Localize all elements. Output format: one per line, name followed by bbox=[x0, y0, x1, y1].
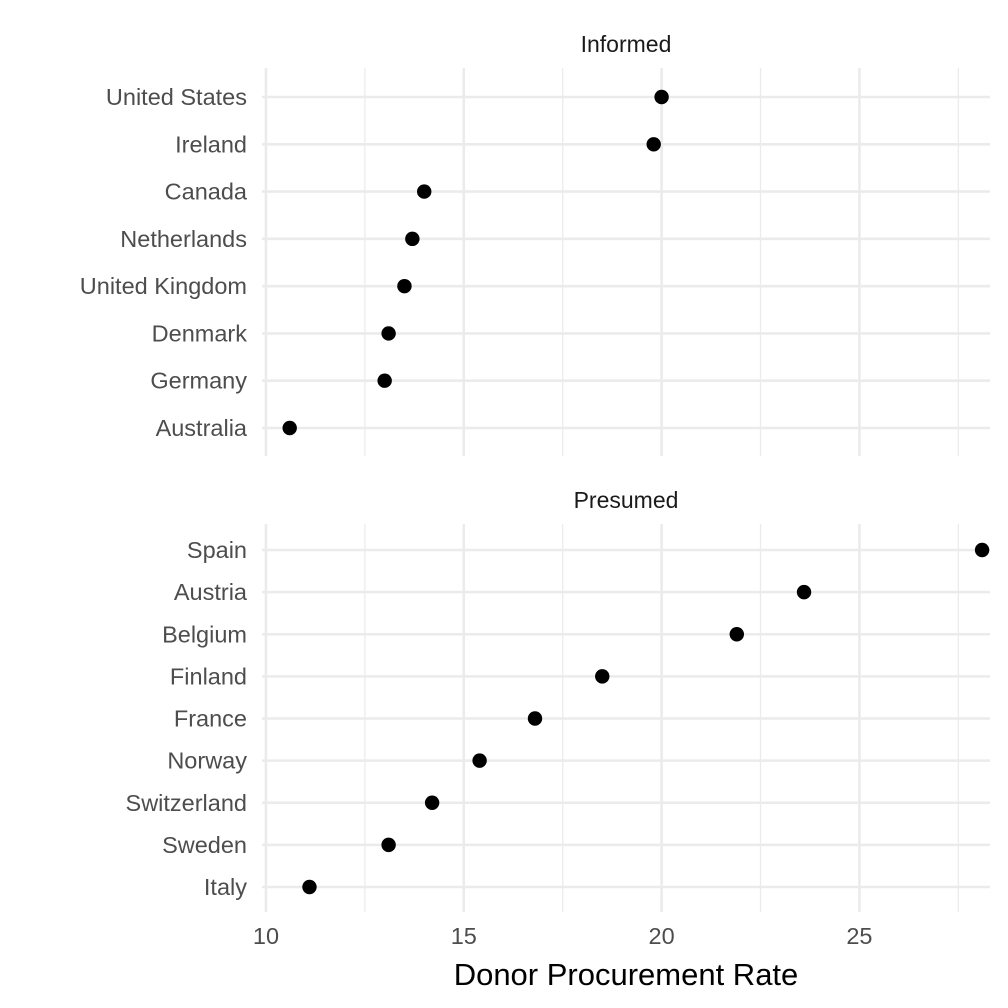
data-point bbox=[974, 542, 990, 558]
data-point bbox=[729, 627, 744, 642]
facet-title: Informed bbox=[581, 31, 672, 57]
x-axis-title: Donor Procurement Rate bbox=[454, 957, 799, 992]
y-tick-label: United States bbox=[106, 84, 247, 110]
data-point bbox=[397, 278, 412, 294]
facet-panel-informed: Informed United States Ireland Canada Nether… bbox=[80, 31, 990, 456]
y-tick-label: France bbox=[174, 706, 247, 732]
y-tick-label: Netherlands bbox=[120, 226, 247, 252]
data-point bbox=[282, 420, 297, 436]
x-tick-label: 10 bbox=[253, 923, 279, 949]
y-tick-label: Denmark bbox=[152, 320, 248, 346]
facet-title: Presumed bbox=[574, 487, 679, 513]
y-tick-label: Canada bbox=[165, 179, 248, 205]
data-point bbox=[302, 879, 317, 895]
y-tick-label: Switzerland bbox=[126, 790, 247, 816]
data-point bbox=[527, 711, 543, 726]
data-point bbox=[646, 137, 661, 152]
y-tick-label: Belgium bbox=[162, 621, 247, 647]
y-tick-label: Ireland bbox=[175, 131, 247, 157]
data-point bbox=[654, 89, 669, 105]
data-point bbox=[472, 753, 487, 768]
data-point bbox=[381, 837, 396, 853]
x-tick-label: 15 bbox=[451, 923, 477, 949]
data-point bbox=[381, 326, 396, 341]
data-point bbox=[595, 669, 610, 684]
facet-panel-presumed: Presumed Spain Austria Belgium Finland France… bbox=[126, 487, 990, 912]
y-tick-label: Spain bbox=[187, 537, 247, 563]
data-point bbox=[424, 795, 440, 810]
y-tick-label: Australia bbox=[156, 415, 248, 441]
x-tick-label: 20 bbox=[649, 923, 675, 949]
y-tick-label: Norway bbox=[167, 748, 247, 774]
x-tick-label: 25 bbox=[846, 923, 872, 949]
y-tick-label: United Kingdom bbox=[80, 273, 247, 299]
y-tick-label: Sweden bbox=[162, 832, 247, 858]
data-point bbox=[405, 231, 420, 247]
y-tick-label: Germany bbox=[150, 368, 247, 394]
y-tick-label: Austria bbox=[174, 579, 248, 605]
data-point bbox=[796, 584, 812, 600]
data-point bbox=[377, 373, 392, 388]
y-tick-label: Italy bbox=[204, 874, 247, 900]
data-point bbox=[417, 184, 432, 199]
y-tick-label: Finland bbox=[170, 663, 247, 689]
